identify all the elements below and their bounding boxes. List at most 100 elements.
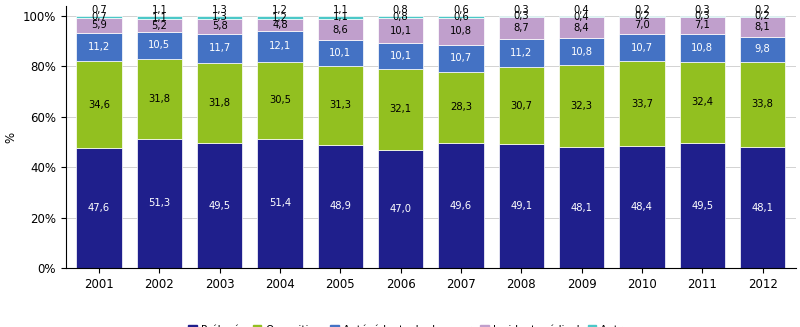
Text: 10,5: 10,5 bbox=[148, 41, 170, 50]
Text: 4,8: 4,8 bbox=[272, 20, 288, 30]
Bar bbox=[619, 17, 665, 34]
Text: 49,5: 49,5 bbox=[691, 201, 714, 211]
Legend: Prélevés, Opposition, Antécédents du donneur, Incident médical, Autres causes: Prélevés, Opposition, Antécédents du don… bbox=[184, 320, 678, 327]
Text: 0,6: 0,6 bbox=[453, 5, 469, 15]
Bar bbox=[258, 31, 302, 62]
Text: 0,4: 0,4 bbox=[574, 5, 590, 15]
Bar bbox=[438, 16, 484, 18]
Text: 48,1: 48,1 bbox=[752, 202, 774, 213]
Text: 10,8: 10,8 bbox=[570, 47, 593, 57]
Bar bbox=[378, 18, 423, 43]
Text: 0,2: 0,2 bbox=[634, 11, 650, 21]
Text: 1,1: 1,1 bbox=[332, 12, 348, 23]
Text: 0,7: 0,7 bbox=[91, 5, 107, 15]
Bar bbox=[559, 38, 604, 65]
Text: 30,5: 30,5 bbox=[269, 95, 291, 105]
Bar bbox=[76, 16, 122, 18]
Bar bbox=[258, 62, 302, 139]
Text: 0,2: 0,2 bbox=[754, 5, 770, 15]
Text: 0,3: 0,3 bbox=[514, 5, 529, 15]
Bar bbox=[680, 17, 725, 34]
Bar bbox=[559, 147, 604, 268]
Bar bbox=[318, 66, 363, 145]
Bar bbox=[137, 19, 182, 32]
Text: 48,9: 48,9 bbox=[330, 201, 351, 212]
Bar bbox=[378, 69, 423, 150]
Text: 11,2: 11,2 bbox=[88, 42, 110, 52]
Text: 33,7: 33,7 bbox=[631, 99, 653, 109]
Y-axis label: %: % bbox=[4, 131, 17, 143]
Text: 31,8: 31,8 bbox=[148, 94, 170, 104]
Text: 12,1: 12,1 bbox=[269, 42, 291, 51]
Bar bbox=[137, 139, 182, 268]
Text: 51,4: 51,4 bbox=[269, 198, 291, 208]
Text: 8,6: 8,6 bbox=[333, 25, 348, 35]
Bar bbox=[680, 62, 725, 143]
Bar bbox=[438, 18, 484, 45]
Bar bbox=[438, 72, 484, 143]
Text: 7,0: 7,0 bbox=[634, 20, 650, 30]
Text: 49,5: 49,5 bbox=[209, 201, 230, 211]
Bar bbox=[258, 16, 302, 19]
Bar bbox=[137, 16, 182, 19]
Bar bbox=[740, 16, 786, 17]
Text: 0,8: 0,8 bbox=[393, 12, 409, 22]
Bar bbox=[740, 17, 786, 37]
Text: 5,8: 5,8 bbox=[212, 21, 227, 31]
Bar bbox=[498, 16, 544, 17]
Text: 11,2: 11,2 bbox=[510, 48, 533, 58]
Bar bbox=[197, 143, 242, 268]
Text: 48,1: 48,1 bbox=[570, 202, 593, 213]
Text: 10,1: 10,1 bbox=[390, 51, 412, 61]
Text: 10,7: 10,7 bbox=[450, 53, 472, 63]
Bar bbox=[680, 34, 725, 62]
Bar bbox=[137, 32, 182, 59]
Bar bbox=[680, 143, 725, 268]
Bar bbox=[378, 150, 423, 268]
Text: 1,1: 1,1 bbox=[151, 13, 167, 23]
Bar bbox=[619, 16, 665, 17]
Text: 5,2: 5,2 bbox=[151, 21, 167, 31]
Bar bbox=[438, 143, 484, 268]
Bar bbox=[197, 19, 242, 34]
Text: 10,8: 10,8 bbox=[691, 43, 714, 53]
Bar bbox=[318, 16, 363, 19]
Text: 32,4: 32,4 bbox=[691, 97, 714, 108]
Bar bbox=[740, 37, 786, 62]
Text: 1,1: 1,1 bbox=[151, 5, 167, 15]
Text: 5,9: 5,9 bbox=[91, 20, 107, 30]
Text: 0,7: 0,7 bbox=[91, 12, 107, 22]
Text: 8,1: 8,1 bbox=[754, 22, 770, 32]
Text: 34,6: 34,6 bbox=[88, 99, 110, 110]
Text: 47,0: 47,0 bbox=[390, 204, 412, 214]
Bar bbox=[438, 45, 484, 72]
Text: 30,7: 30,7 bbox=[510, 101, 532, 111]
Bar bbox=[258, 19, 302, 31]
Text: 8,7: 8,7 bbox=[514, 23, 529, 33]
Bar bbox=[619, 61, 665, 146]
Text: 11,7: 11,7 bbox=[209, 43, 230, 53]
Text: 1,2: 1,2 bbox=[272, 12, 288, 23]
Bar bbox=[498, 144, 544, 268]
Text: 0,6: 0,6 bbox=[453, 12, 469, 22]
Text: 51,3: 51,3 bbox=[148, 198, 170, 209]
Bar bbox=[619, 34, 665, 61]
Text: 32,3: 32,3 bbox=[570, 101, 593, 111]
Bar bbox=[498, 17, 544, 39]
Bar bbox=[559, 17, 604, 38]
Text: 28,3: 28,3 bbox=[450, 102, 472, 112]
Text: 0,4: 0,4 bbox=[574, 11, 590, 22]
Text: 48,4: 48,4 bbox=[631, 202, 653, 212]
Bar bbox=[76, 148, 122, 268]
Text: 0,2: 0,2 bbox=[754, 11, 770, 21]
Text: 1,3: 1,3 bbox=[212, 12, 227, 23]
Text: 31,3: 31,3 bbox=[330, 100, 351, 111]
Bar bbox=[559, 65, 604, 147]
Bar bbox=[197, 63, 242, 143]
Bar bbox=[318, 145, 363, 268]
Bar bbox=[197, 16, 242, 19]
Bar bbox=[318, 41, 363, 66]
Text: 32,1: 32,1 bbox=[390, 104, 412, 114]
Bar bbox=[498, 39, 544, 67]
Text: 10,1: 10,1 bbox=[390, 26, 412, 36]
